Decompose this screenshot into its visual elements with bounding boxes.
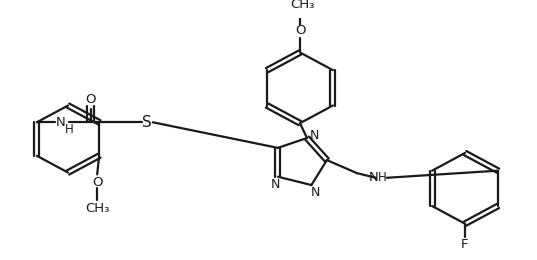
- Text: S: S: [142, 115, 151, 130]
- Text: H: H: [378, 171, 386, 184]
- Text: N: N: [271, 178, 280, 191]
- Text: N: N: [369, 171, 379, 184]
- Text: O: O: [85, 93, 96, 106]
- Text: N: N: [311, 186, 320, 199]
- Text: O: O: [295, 24, 305, 37]
- Text: N: N: [309, 129, 318, 142]
- Text: O: O: [92, 176, 103, 189]
- Text: H: H: [64, 123, 73, 136]
- Text: CH₃: CH₃: [290, 0, 314, 11]
- Text: CH₃: CH₃: [85, 202, 110, 215]
- Text: F: F: [461, 238, 469, 251]
- Text: N: N: [56, 116, 66, 129]
